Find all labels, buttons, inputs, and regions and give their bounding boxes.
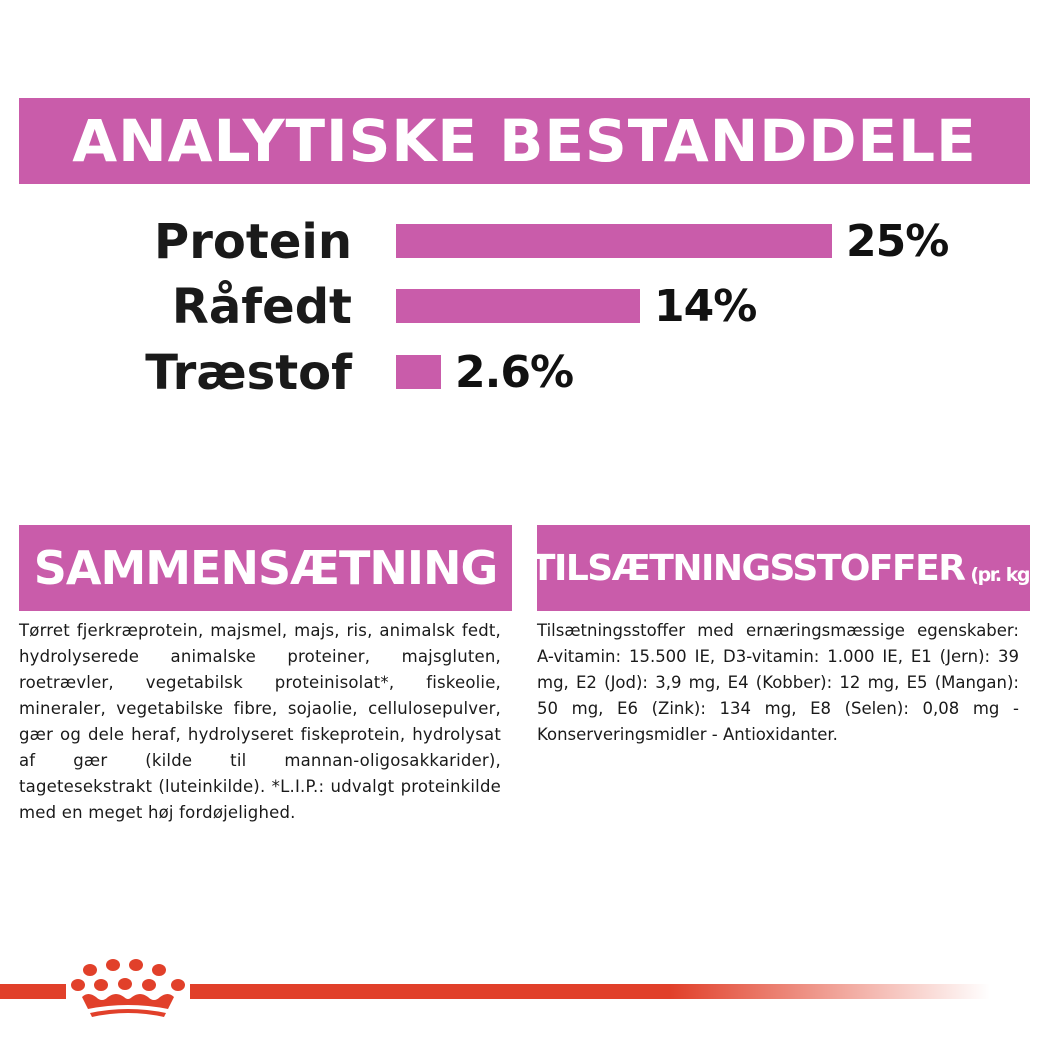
analytical-row-fiber: Træstof 2.6% [0, 343, 1049, 403]
row-value: 25% [846, 216, 949, 267]
value-bar [396, 355, 441, 389]
additives-unit: (pr. kg) [970, 564, 1030, 586]
royal-canin-crown-logo-icon [71, 959, 185, 1017]
row-label: Træstof [145, 345, 352, 401]
row-label: Protein [154, 214, 352, 270]
analytical-constituents-header: ANALYTISKE BESTANDDELE [19, 98, 1030, 184]
row-label: Råfedt [171, 279, 352, 335]
footer-stripe-left [0, 984, 66, 999]
analytical-row-fat: Råfedt 14% [0, 277, 1049, 337]
footer-stripe-right [190, 984, 990, 999]
additives-title: TILSÆTNINGSSTOFFER [537, 547, 966, 589]
additives-header: TILSÆTNINGSSTOFFER (pr. kg) [537, 525, 1030, 611]
row-value: 14% [654, 281, 757, 332]
value-bar [396, 289, 640, 323]
row-value: 2.6% [455, 347, 574, 398]
composition-text: Tørret fjerkræprotein, majsmel, majs, ri… [19, 621, 501, 822]
analytical-title: ANALYTISKE BESTANDDELE [72, 107, 977, 175]
composition-title: SAMMENSÆTNING [33, 541, 498, 595]
value-bar [396, 224, 832, 258]
additives-text: Tilsætningsstoffer med ernæringsmæssige … [537, 621, 1019, 744]
analytical-row-protein: Protein 25% [0, 212, 1049, 272]
composition-header: SAMMENSÆTNING [19, 525, 512, 611]
